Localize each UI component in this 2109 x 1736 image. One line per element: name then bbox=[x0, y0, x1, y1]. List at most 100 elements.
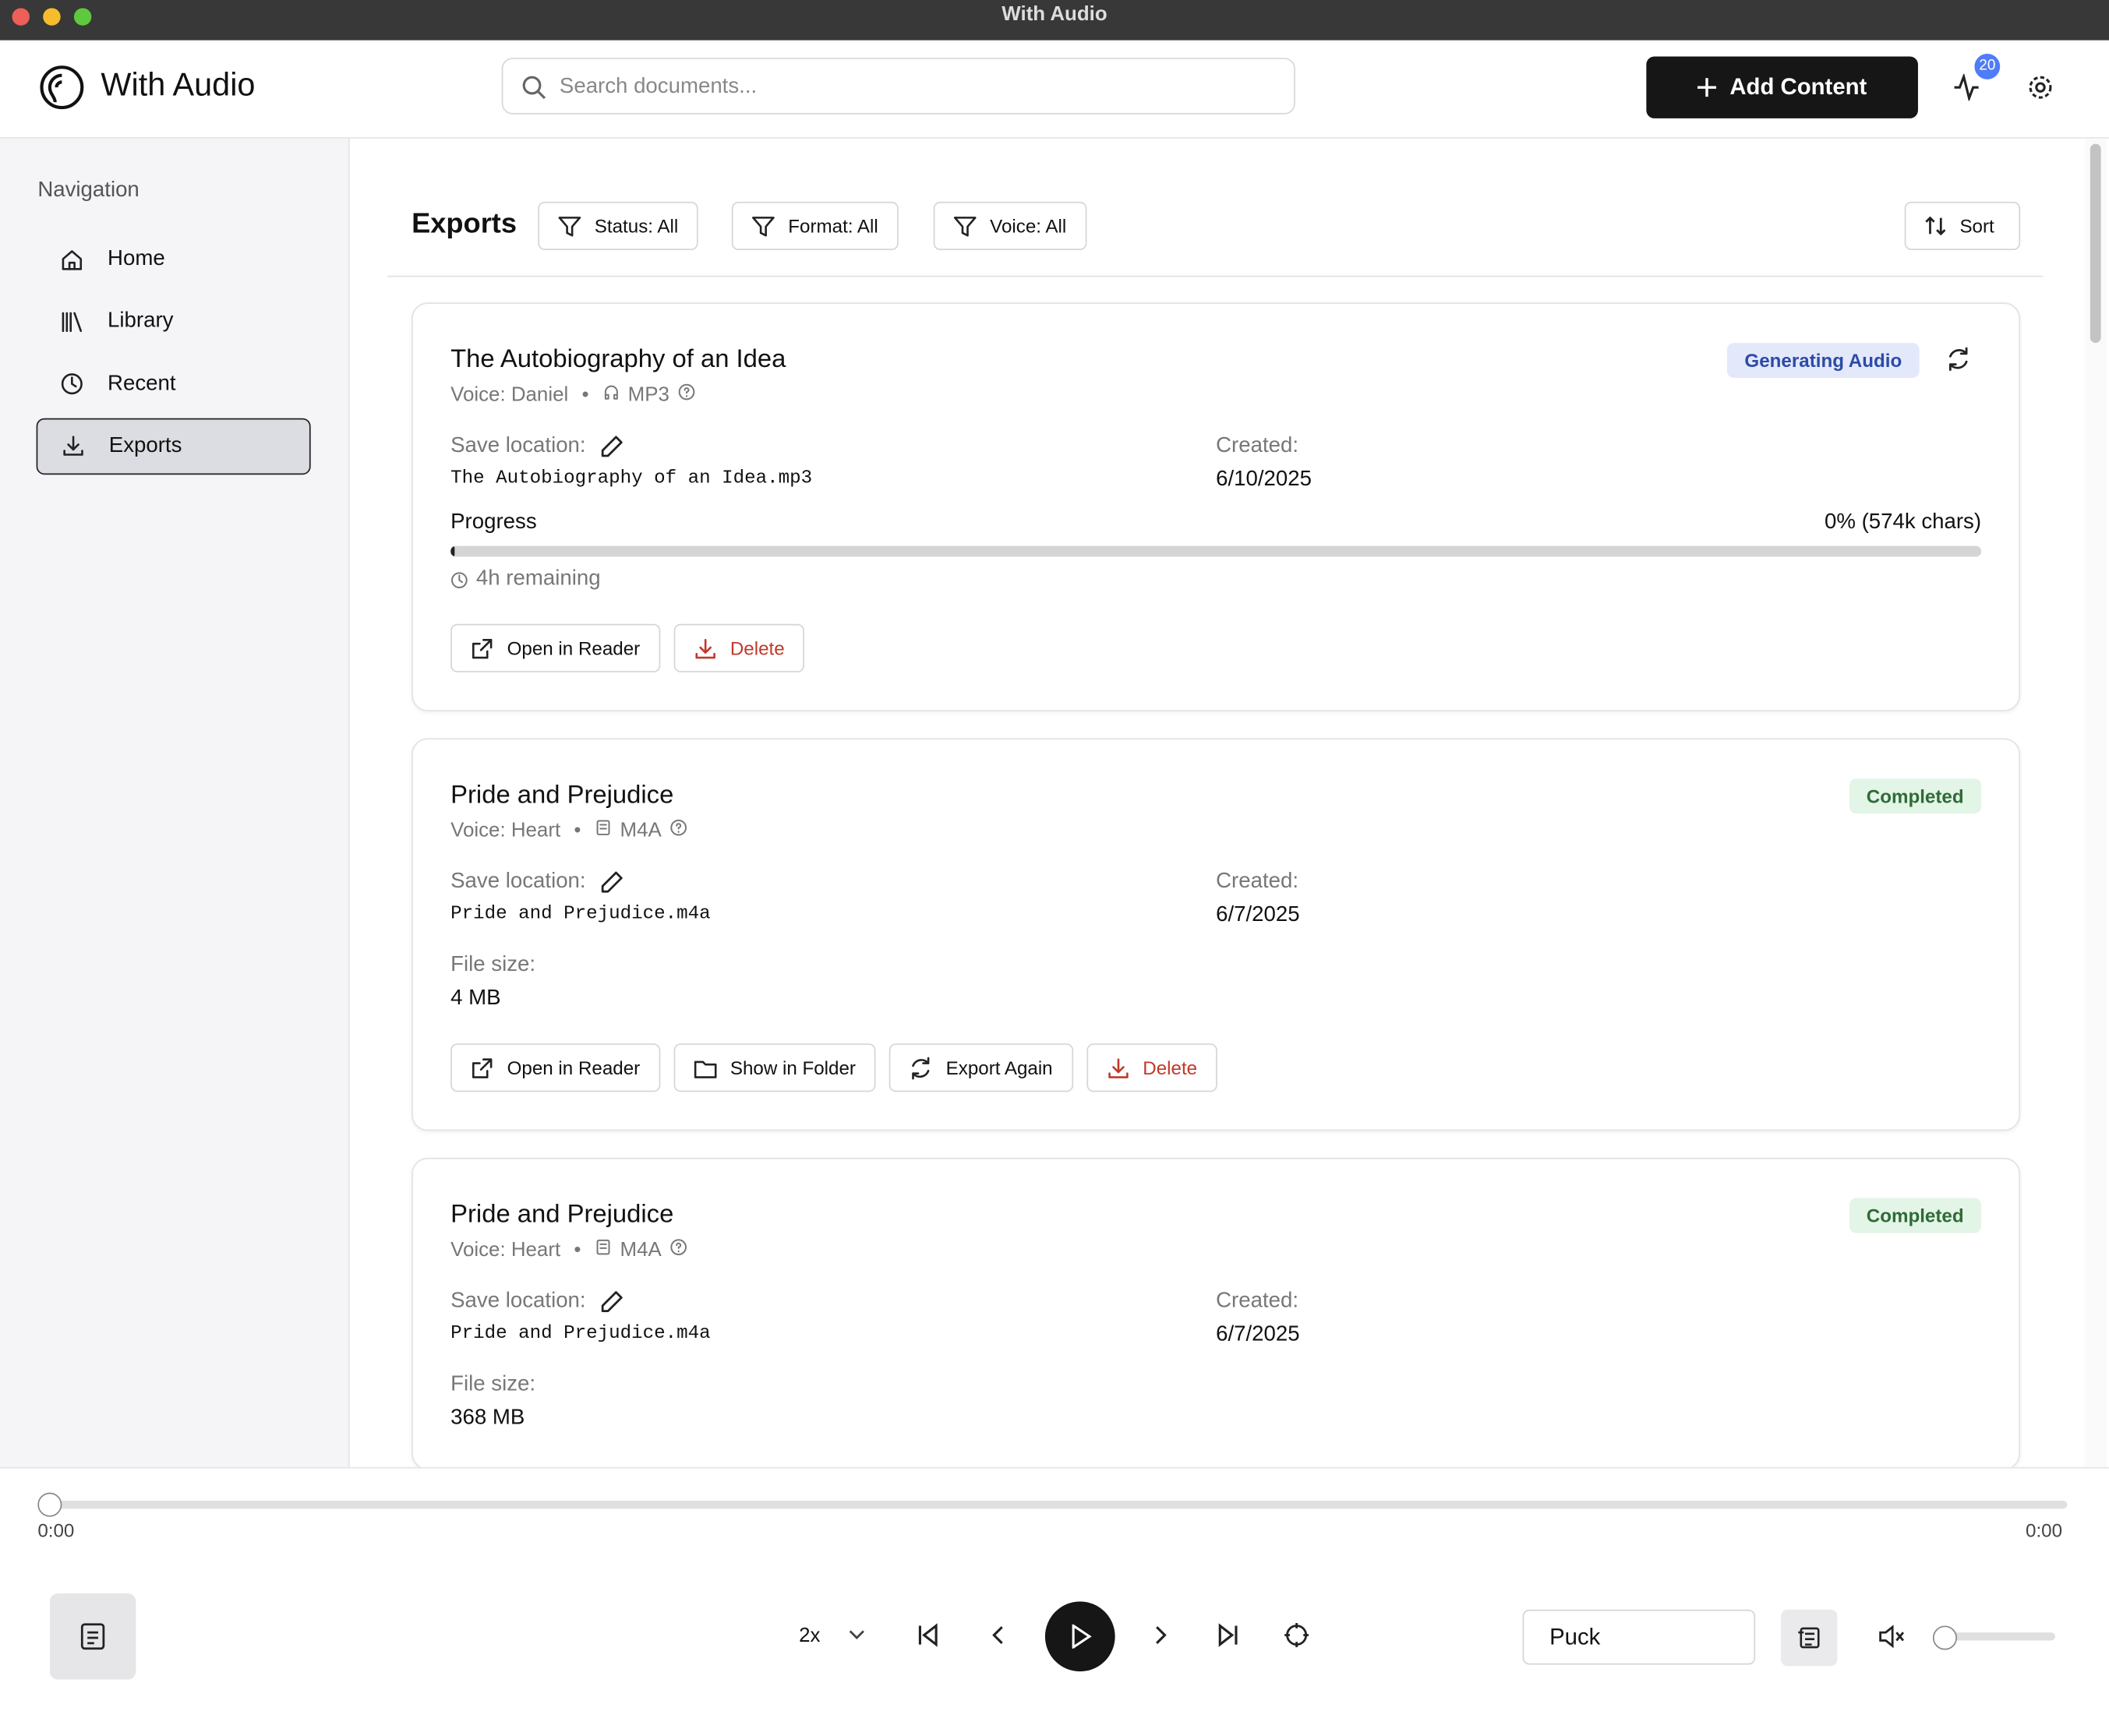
actions: Open in Reader Show in Folder Export Again… bbox=[450, 1043, 1981, 1092]
volume-knob[interactable] bbox=[1932, 1625, 1957, 1650]
created-date: 6/10/2025 bbox=[1216, 468, 1981, 492]
export-title: Pride and Prejudice bbox=[450, 777, 1981, 814]
action-button-text: Open in Reader bbox=[507, 1057, 641, 1079]
format-label-text: M4A bbox=[620, 1238, 662, 1261]
notification-badge: 20 bbox=[1974, 54, 2001, 79]
zoom-button[interactable] bbox=[73, 8, 92, 26]
filter-button-text: Voice: All bbox=[990, 215, 1067, 237]
size-value-text: 368 MB bbox=[450, 1406, 525, 1430]
play-button[interactable] bbox=[1044, 1601, 1115, 1672]
app-name: With Audio bbox=[101, 67, 256, 104]
progress-track bbox=[450, 545, 1982, 557]
action-button-text: Export Again bbox=[945, 1057, 1053, 1079]
filename-text: Pride and Prejudice.m4a bbox=[450, 903, 711, 926]
previous-button[interactable] bbox=[987, 1623, 1009, 1647]
save-label: Save location: bbox=[450, 1286, 1216, 1318]
locate-button[interactable] bbox=[1284, 1623, 1309, 1648]
format-label-text: M4A bbox=[620, 818, 662, 842]
details-row: Save location: Pride and Prejudice.m4a Cre… bbox=[450, 866, 1981, 927]
save-location: Save location: Pride and Prejudice.m4a bbox=[450, 866, 1216, 927]
add-content-button[interactable]: Add Content bbox=[1646, 56, 1918, 118]
nav-item-text: Library bbox=[108, 309, 174, 333]
player-bar: 0:00 0:00 2x Puck bbox=[0, 1466, 2109, 1736]
progress-section: Progress 0% (574k chars) 4h remaining bbox=[450, 511, 1982, 592]
nav-item[interactable]: Library bbox=[37, 294, 311, 350]
skip-end-button[interactable] bbox=[1216, 1623, 1240, 1647]
size-label-text: File size: bbox=[450, 1373, 536, 1396]
export-meta: Voice: Heart • M4A bbox=[450, 1238, 1981, 1261]
size-label-text: File size: bbox=[450, 953, 536, 976]
action-button[interactable]: Open in Reader bbox=[450, 1043, 661, 1092]
search-input[interactable]: Search documents... bbox=[501, 58, 1295, 115]
action-button[interactable]: Delete bbox=[673, 623, 805, 672]
filename: Pride and Prejudice.m4a bbox=[450, 1323, 1216, 1345]
next-button[interactable] bbox=[1150, 1623, 1172, 1647]
activity-button[interactable] bbox=[1953, 73, 1980, 101]
voice-select[interactable]: Puck bbox=[1522, 1609, 1756, 1665]
skip-start-button[interactable] bbox=[916, 1623, 940, 1647]
action-button[interactable]: Open in Reader bbox=[450, 623, 661, 672]
filter-button[interactable]: Format: All bbox=[731, 201, 899, 250]
export-card: Pride and Prejudice Completed Voice: Heart… bbox=[412, 738, 2021, 1131]
action-button[interactable]: Delete bbox=[1086, 1043, 1217, 1092]
filter-button[interactable]: Voice: All bbox=[933, 201, 1087, 250]
mute-button[interactable] bbox=[1878, 1625, 1905, 1649]
elapsed-time: 0:00 bbox=[37, 1519, 75, 1541]
minimize-button[interactable] bbox=[43, 8, 61, 26]
actions: Open in Reader Delete bbox=[450, 623, 1981, 672]
save-location: Save location: Pride and Prejudice.m4a bbox=[450, 1286, 1216, 1347]
created-date-text: 6/7/2025 bbox=[1216, 903, 1300, 927]
created-date-text: 6/10/2025 bbox=[1216, 468, 1312, 491]
search-placeholder: Search documents... bbox=[559, 75, 758, 98]
close-button[interactable] bbox=[12, 8, 30, 26]
status-badge-text: Completed bbox=[1866, 1205, 1964, 1226]
save-label-text: Save location: bbox=[450, 434, 586, 457]
document-button[interactable] bbox=[49, 1593, 136, 1680]
created-date-text: 6/7/2025 bbox=[1216, 1323, 1300, 1346]
speed-select[interactable]: 2x bbox=[799, 1624, 821, 1648]
size-label: File size: bbox=[450, 1369, 1981, 1401]
action-button[interactable]: Export Again bbox=[889, 1043, 1073, 1092]
export-meta: Voice: Heart • M4A bbox=[450, 819, 1981, 842]
nav-item[interactable]: Home bbox=[37, 231, 311, 288]
sort-label: Sort bbox=[1959, 215, 1994, 237]
volume-track[interactable] bbox=[1943, 1632, 2055, 1641]
format-label-text: MP3 bbox=[627, 383, 669, 407]
size-value-text: 4 MB bbox=[450, 986, 501, 1011]
action-button[interactable]: Show in Folder bbox=[673, 1043, 876, 1092]
created: Created: 6/10/2025 bbox=[1216, 430, 1981, 492]
remaining-text: 4h remaining bbox=[476, 567, 601, 591]
progress-text: 0% (574k chars) bbox=[1825, 511, 1981, 535]
nav-item[interactable]: Recent bbox=[37, 356, 311, 412]
settings-button[interactable] bbox=[2027, 74, 2054, 101]
refresh-button[interactable] bbox=[1946, 347, 1970, 378]
seek-track[interactable] bbox=[49, 1500, 2068, 1509]
details-row: Save location: The Autobiography of an Id… bbox=[450, 430, 1981, 492]
created-label-text: Created: bbox=[1216, 870, 1299, 893]
filter-button[interactable]: Status: All bbox=[538, 201, 699, 250]
nav-item-text: Recent bbox=[108, 372, 176, 395]
speed-dropdown[interactable] bbox=[847, 1628, 866, 1642]
export-list: The Autobiography of an Idea Generating A… bbox=[350, 302, 2085, 1467]
nav-item-text: Home bbox=[108, 247, 165, 270]
save-label: Save location: bbox=[450, 430, 1216, 462]
duration-time: 0:00 bbox=[2026, 1519, 2063, 1541]
transcript-button[interactable] bbox=[1780, 1609, 1838, 1667]
progress-header: Progress 0% (574k chars) bbox=[450, 511, 1981, 535]
nav-item[interactable]: Exports bbox=[36, 418, 311, 475]
status-badge: Generating Audio bbox=[1726, 343, 1920, 378]
action-button-text: Delete bbox=[729, 637, 785, 659]
page-title: Exports bbox=[412, 208, 518, 240]
add-content-label: Add Content bbox=[1729, 73, 1867, 100]
created-label: Created: bbox=[1216, 1286, 1981, 1318]
created: Created: 6/7/2025 bbox=[1216, 866, 1981, 927]
sort-button[interactable]: Sort bbox=[1904, 201, 2021, 250]
remaining: 4h remaining bbox=[450, 567, 1981, 591]
seek-knob[interactable] bbox=[37, 1492, 62, 1517]
export-meta: Voice: Daniel • MP3 bbox=[450, 383, 1981, 406]
logo bbox=[40, 65, 84, 110]
created-date: 6/7/2025 bbox=[1216, 1323, 1981, 1347]
export-title-text: The Autobiography of an Idea bbox=[450, 345, 786, 374]
status-badge-text: Generating Audio bbox=[1744, 349, 1902, 372]
created: Created: 6/7/2025 bbox=[1216, 1286, 1981, 1347]
